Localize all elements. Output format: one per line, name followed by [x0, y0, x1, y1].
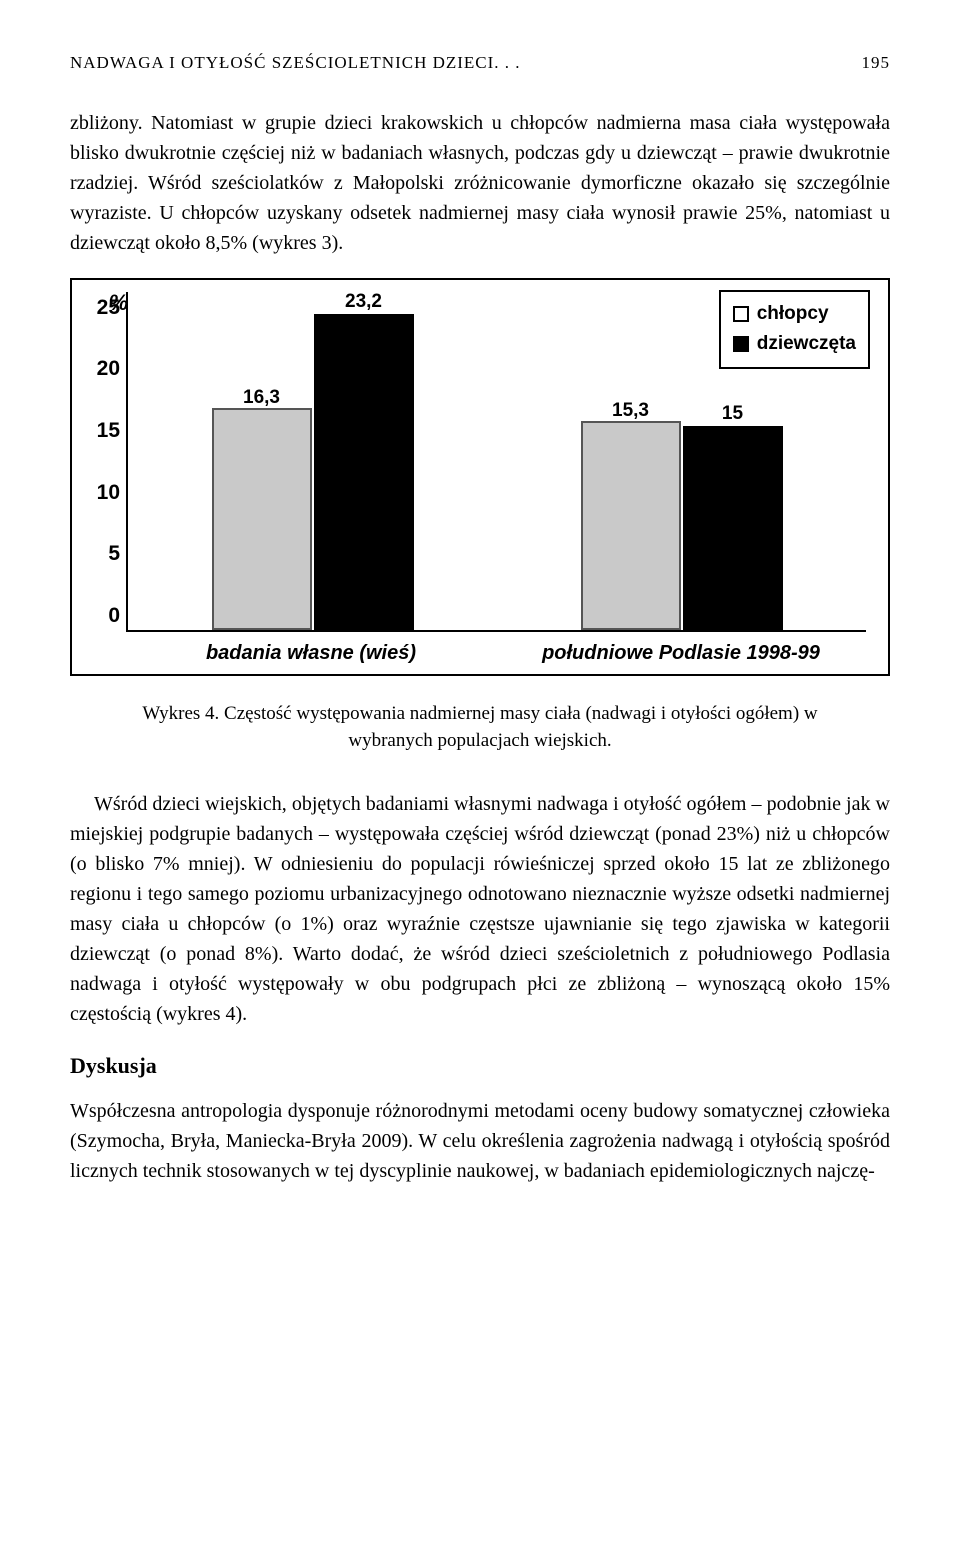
plot-area: 16,323,215,315 — [126, 292, 866, 632]
section-heading: Dyskusja — [70, 1049, 890, 1082]
ytick: 15 — [97, 415, 120, 447]
x-axis-label: południowe Podlasie 1998-99 — [496, 638, 866, 668]
y-axis: % 25 20 15 10 5 0 — [82, 292, 120, 632]
ytick: 10 — [97, 477, 120, 509]
bar-boys: 16,3 — [212, 408, 312, 630]
bar-value-label: 15 — [722, 400, 743, 429]
bar-boys: 15,3 — [581, 421, 681, 629]
chart-area: % 25 20 15 10 5 0 16,323,215,315 — [82, 292, 866, 632]
bar-group: 15,315 — [497, 292, 866, 630]
bar-value-label: 16,3 — [243, 384, 280, 413]
running-header: NADWAGA I OTYŁOŚĆ SZEŚCIOLETNICH DZIECI.… — [70, 50, 890, 76]
x-axis-labels: badania własne (wieś)południowe Podlasie… — [126, 638, 866, 668]
bar-girls: 15 — [683, 426, 783, 630]
bar-group: 16,323,2 — [128, 292, 497, 630]
paragraph-results: Wśród dzieci wiejskich, objętych badania… — [70, 789, 890, 1029]
bar-value-label: 23,2 — [345, 288, 382, 317]
paragraph-intro: zbliżony. Natomiast w grupie dzieci krak… — [70, 108, 890, 258]
bar-value-label: 15,3 — [612, 397, 649, 426]
header-title: NADWAGA I OTYŁOŚĆ SZEŚCIOLETNICH DZIECI.… — [70, 50, 521, 76]
page-number: 195 — [862, 50, 891, 76]
bar-girls: 23,2 — [314, 314, 414, 630]
ytick: % 25 — [97, 292, 120, 324]
x-axis-label: badania własne (wieś) — [126, 638, 496, 668]
chart-figure: chłopcy dziewczęta % 25 20 15 10 5 0 16,… — [70, 278, 890, 676]
bar-groups: 16,323,215,315 — [128, 292, 866, 630]
paragraph-discussion: Współczesna antropologia dysponuje różno… — [70, 1096, 890, 1186]
figure-caption: Wykres 4. Częstość występowania nadmiern… — [110, 700, 850, 755]
ytick: 5 — [108, 538, 120, 570]
ytick: 20 — [97, 353, 120, 385]
ytick: 0 — [108, 600, 120, 632]
